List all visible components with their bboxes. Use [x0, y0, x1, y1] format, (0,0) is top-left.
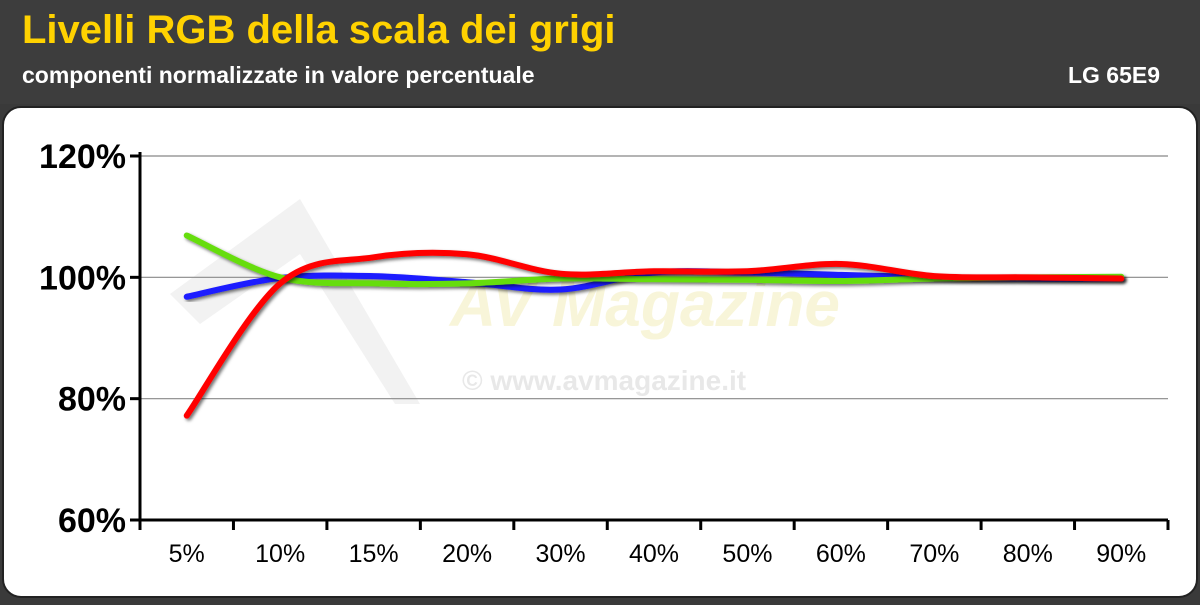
y-tick-labels: 60% 80% 100% 120% — [39, 138, 126, 540]
x-tick-labels: 5% 10% 15% 20% 30% 40% 50% 60% 70% 80% 90% — [169, 540, 1147, 568]
plot-frame — [2, 106, 1198, 598]
model-label: LG 65E9 — [1067, 62, 1160, 88]
series-line-red — [183, 249, 1125, 419]
x-tick-label: 60% — [816, 540, 866, 568]
x-tick-label: 50% — [722, 540, 772, 568]
series-lines — [183, 232, 1125, 419]
y-tick-label: 60% — [58, 502, 126, 540]
watermark-url: © www.avmagazine.it — [462, 365, 746, 396]
line-chart: AV Magazine © www.avmagazine.it 60%80%10… — [2, 106, 1198, 598]
x-tick-label: 40% — [629, 540, 679, 568]
x-tick-label: 90% — [1096, 540, 1146, 568]
x-tick-label: 20% — [442, 540, 492, 568]
header-bar: Livelli RGB della scala dei grigi compon… — [0, 0, 1200, 104]
axes — [130, 152, 1170, 530]
x-tick-label: 10% — [255, 540, 305, 568]
watermark-logo-icon — [170, 199, 420, 404]
x-tick-label: 30% — [536, 540, 586, 568]
x-tick-label: 80% — [1003, 540, 1053, 568]
y-tick-label: 100% — [39, 259, 126, 297]
x-tick-label: 15% — [349, 540, 399, 568]
chart-panel: AV Magazine © www.avmagazine.it 60% 80% 10… — [0, 104, 1200, 600]
y-tick-label: 120% — [39, 138, 126, 176]
y-tick-label: 80% — [58, 381, 126, 419]
x-tick-label: 5% — [169, 540, 205, 568]
x-tick-label: 70% — [909, 540, 959, 568]
chart-title: Livelli RGB della scala dei grigi — [22, 8, 616, 52]
chart-subtitle: componenti normalizzate in valore percen… — [22, 62, 535, 88]
